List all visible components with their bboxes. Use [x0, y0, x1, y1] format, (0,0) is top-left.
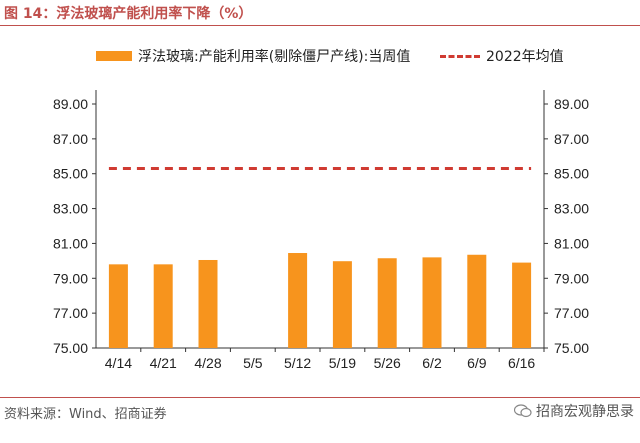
x-tick-label: 4/28 — [194, 355, 221, 371]
bar — [198, 259, 218, 348]
bar — [422, 257, 442, 348]
x-tick-label: 5/19 — [329, 355, 356, 371]
figure-title: 图 14：浮法玻璃产能利用率下降（%） — [4, 6, 253, 22]
bar — [377, 258, 397, 348]
bar — [288, 253, 308, 348]
chart-legend: 浮法玻璃:产能利用率(剔除僵尸产线):当周值 2022年均值 — [0, 46, 640, 70]
legend-item-weekly: 浮法玻璃:产能利用率(剔除僵尸产线):当周值 — [96, 46, 410, 66]
right-y-tick-label: 87.00 — [554, 131, 589, 147]
x-tick-label: 5/12 — [284, 355, 311, 371]
wechat-icon — [514, 404, 532, 418]
left-y-tick-label: 89.00 — [53, 96, 88, 112]
bar-chart: 75.00 75.00 77.00 77.00 79.00 79.00 81.00 81.00… — [53, 90, 589, 371]
watermark: 招商宏观静思录 — [514, 401, 634, 421]
x-tick-label: 4/14 — [105, 355, 132, 371]
left-y-tick-label: 87.00 — [53, 131, 88, 147]
left-y-tick-label: 77.00 — [53, 305, 88, 321]
left-y-tick-label: 81.00 — [53, 235, 88, 251]
legend-label-weekly: 浮法玻璃:产能利用率(剔除僵尸产线):当周值 — [138, 49, 411, 65]
right-y-tick-label: 81.00 — [554, 235, 589, 251]
footer-divider — [0, 397, 640, 398]
left-y-tick-label: 85.00 — [53, 166, 88, 182]
legend-bar-swatch — [96, 51, 132, 61]
right-y-tick-label: 79.00 — [554, 270, 589, 286]
watermark-label: 招商宏观静思录 — [536, 404, 634, 420]
right-y-tick-label: 75.00 — [554, 340, 589, 356]
x-tick-label: 5/26 — [374, 355, 401, 371]
title-divider — [0, 25, 640, 26]
left-y-tick-label: 75.00 — [53, 340, 88, 356]
left-y-tick-label: 79.00 — [53, 270, 88, 286]
legend-label-average: 2022年均值 — [486, 49, 564, 65]
bar — [332, 261, 352, 348]
x-tick-label: 6/2 — [422, 355, 442, 371]
right-y-tick-label: 85.00 — [554, 166, 589, 182]
x-tick-label: 5/5 — [243, 355, 263, 371]
bar — [512, 262, 532, 348]
right-y-tick-label: 83.00 — [554, 201, 589, 217]
source-note: 资料来源：Wind、招商证券 — [4, 407, 167, 422]
bar — [153, 264, 173, 348]
right-y-tick-label: 89.00 — [554, 96, 589, 112]
x-tick-label: 6/9 — [467, 355, 487, 371]
x-tick-label: 4/21 — [150, 355, 177, 371]
bar — [108, 264, 128, 348]
legend-item-average: 2022年均值 — [440, 46, 564, 66]
bar — [467, 254, 487, 348]
legend-dash-swatch — [440, 54, 480, 58]
x-tick-label: 6/16 — [508, 355, 535, 371]
right-y-tick-label: 77.00 — [554, 305, 589, 321]
left-y-tick-label: 83.00 — [53, 201, 88, 217]
